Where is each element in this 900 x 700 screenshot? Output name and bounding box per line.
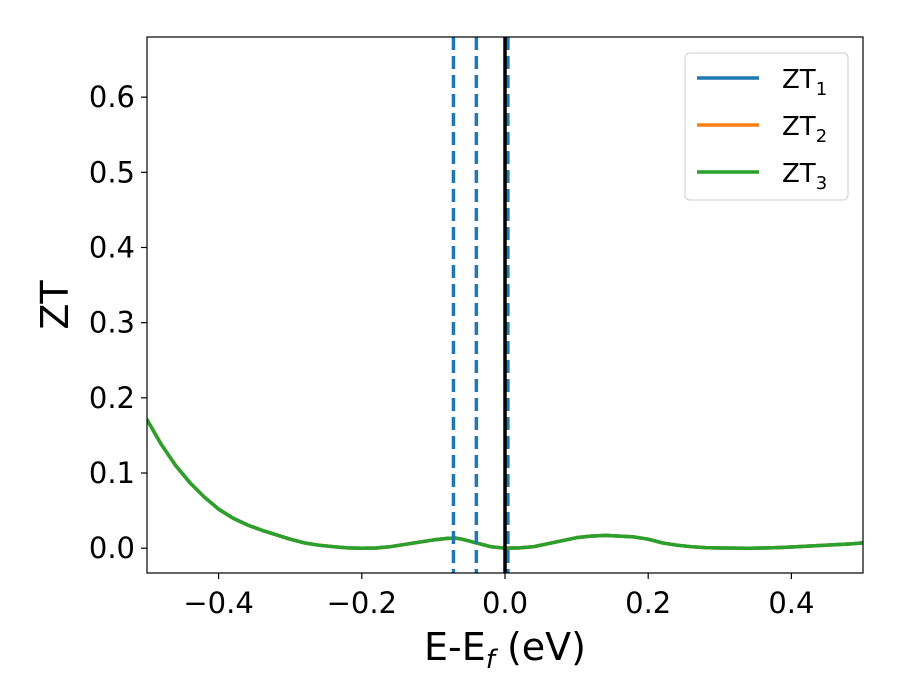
plot-marks — [147, 37, 863, 573]
y-tick-label: 0.0 — [89, 531, 135, 565]
legend-label-zt3: ZT3 — [782, 159, 827, 194]
x-axis-label-main: E-E — [424, 625, 486, 669]
x-tick-label: 0.0 — [482, 586, 528, 620]
axes: −0.4 −0.2 0.0 0.2 0.4 0.0 0.1 0.2 0.3 0.4 0.5 0.6 — [89, 36, 864, 620]
x-axis-label-unit: (eV) — [495, 625, 586, 669]
legend-label-main: ZT — [782, 112, 816, 142]
x-axis-label: E-Ef (eV) — [424, 625, 586, 675]
legend-label-zt2: ZT2 — [782, 112, 827, 147]
legend-label-subscript: 2 — [816, 126, 827, 147]
series-line-zt3 — [147, 417, 863, 550]
y-tick-label: 0.2 — [89, 381, 135, 415]
legend-label-main: ZT — [782, 159, 816, 189]
y-axis-label: ZT — [33, 280, 77, 330]
y-tick-label: 0.5 — [89, 155, 135, 189]
legend-label-zt1: ZT1 — [782, 65, 827, 100]
y-tick-label: 0.4 — [89, 230, 135, 264]
x-tick-label: 0.4 — [768, 586, 814, 620]
y-tick-label: 0.3 — [89, 306, 135, 340]
plot-area — [147, 37, 863, 573]
x-tick-label: −0.4 — [183, 586, 253, 620]
y-tick-label: 0.1 — [89, 456, 135, 490]
x-tick-label: −0.2 — [327, 586, 397, 620]
legend-label-subscript: 1 — [816, 79, 827, 100]
y-tick-label: 0.6 — [89, 80, 135, 114]
legend-label-main: ZT — [782, 65, 816, 95]
x-tick-label: 0.2 — [625, 586, 671, 620]
legend-box — [684, 52, 849, 201]
legend-label-subscript: 3 — [816, 173, 827, 194]
